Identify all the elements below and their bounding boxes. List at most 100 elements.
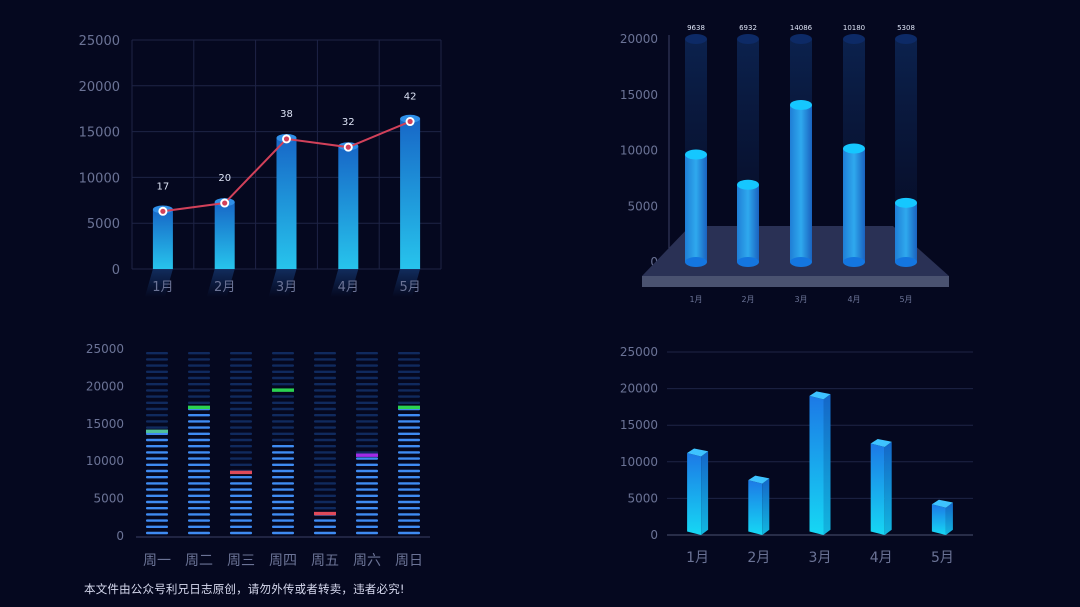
segment-lit (188, 476, 210, 479)
box-side (823, 394, 831, 535)
segment-lit (272, 482, 294, 485)
bar-reflection (206, 269, 235, 297)
value-marker (230, 470, 252, 475)
segment-dim (398, 376, 420, 380)
x-tick-label: 周六 (353, 553, 381, 569)
segment-dim (314, 407, 336, 411)
segment-dim (188, 389, 210, 392)
box-side (762, 478, 770, 535)
segment-dim (230, 352, 252, 355)
x-tick-label: 5月 (899, 295, 912, 304)
segment-lit (146, 457, 168, 460)
segment-lit (188, 426, 210, 429)
segment-dim (230, 414, 252, 417)
segment-lit (188, 463, 210, 466)
y-tick-label: 25000 (86, 342, 124, 356)
y-tick-label: 15000 (620, 418, 658, 432)
cylinder-base (790, 257, 812, 267)
segment-dim (230, 364, 252, 367)
y-tick-label: 15000 (79, 126, 120, 141)
segment-lit (188, 507, 210, 510)
segment-dim (230, 376, 252, 380)
segmented-stack-bar-chart: 0 5000 10000 15000 20000 25000 周一 周二 周三 周四 周五 周六 周日 (86, 342, 430, 569)
segment-dim (314, 451, 336, 454)
segment-dim (314, 389, 336, 392)
x-tick-label: 2月 (741, 295, 754, 304)
cylinder-bar (685, 154, 707, 262)
cylinder-track-cap (737, 34, 759, 44)
segment-lit (188, 438, 210, 442)
segment-dim (230, 395, 252, 398)
segment-lit (230, 500, 252, 504)
value-marker (314, 511, 336, 516)
segment-dim (314, 494, 336, 497)
segment-dim (272, 352, 294, 355)
segment-lit (272, 488, 294, 491)
segment-dim (314, 376, 336, 380)
cylinder-base (895, 257, 917, 267)
segment-dim (272, 395, 294, 398)
y-tick-label: 20000 (79, 80, 120, 95)
segment-lit (398, 519, 420, 522)
cylinder-3d-bar-chart: 0 5000 10000 15000 20000 9638 1月 6932 2月 14086 3月 1… (620, 24, 949, 304)
x-tick-label: 1月 (686, 550, 709, 566)
cylinder-base (737, 257, 759, 267)
segment-lit (398, 531, 420, 535)
segment-lit (272, 469, 294, 473)
segment-lit (398, 420, 420, 423)
segment-lit (230, 482, 252, 485)
y-tick-label: 10000 (79, 171, 120, 186)
segment-lit (230, 507, 252, 510)
x-tick-label: 2月 (214, 280, 235, 295)
segment-dim (314, 420, 336, 423)
y-tick-label: 20000 (620, 32, 658, 46)
segment-dim (398, 364, 420, 367)
segment-dim (230, 457, 252, 460)
cylinder-cap (843, 143, 865, 154)
segment-lit (146, 438, 168, 442)
cylinder-cap (895, 197, 917, 208)
cylinder-cap (685, 149, 707, 160)
bar-reflection (392, 269, 421, 297)
y-tick-label: 10000 (620, 455, 658, 469)
segment-lit (272, 494, 294, 497)
y-tick-label: 20000 (86, 379, 124, 393)
segment-lit (188, 420, 210, 423)
segment-dim (272, 370, 294, 373)
x-tick-label: 1月 (689, 295, 702, 304)
segment-dim (314, 507, 336, 510)
segment-dim (398, 352, 420, 355)
x-tick-label: 1月 (152, 280, 173, 295)
segment-dim (146, 420, 168, 423)
segment-lit (146, 451, 168, 454)
segment-dim (146, 358, 168, 361)
box-front (870, 443, 885, 535)
segment-dim (230, 401, 252, 404)
segment-dim (356, 420, 378, 423)
bar-reflection (330, 269, 359, 297)
y-tick-label: 25000 (620, 345, 658, 359)
segment-lit (230, 513, 252, 516)
data-label: 5308 (897, 24, 915, 32)
segment-dim (230, 445, 252, 448)
segment-lit (188, 525, 210, 528)
segment-lit (146, 494, 168, 497)
segment-dim (314, 383, 336, 386)
segment-dim (272, 401, 294, 404)
y-tick-label: 0 (650, 528, 658, 542)
segment-dim (314, 463, 336, 466)
cylinder-bar (737, 184, 759, 262)
segment-dim (146, 407, 168, 411)
segment-dim (188, 352, 210, 355)
segment-lit (188, 457, 210, 460)
segment-lit (146, 507, 168, 510)
segment-dim (314, 476, 336, 479)
bar-reflection (268, 269, 297, 297)
segment-dim (314, 364, 336, 367)
segment-dim (314, 432, 336, 435)
segment-dim (272, 407, 294, 411)
segment-dim (146, 414, 168, 417)
value-marker (188, 405, 210, 410)
segment-lit (398, 432, 420, 435)
segment-dim (146, 376, 168, 380)
